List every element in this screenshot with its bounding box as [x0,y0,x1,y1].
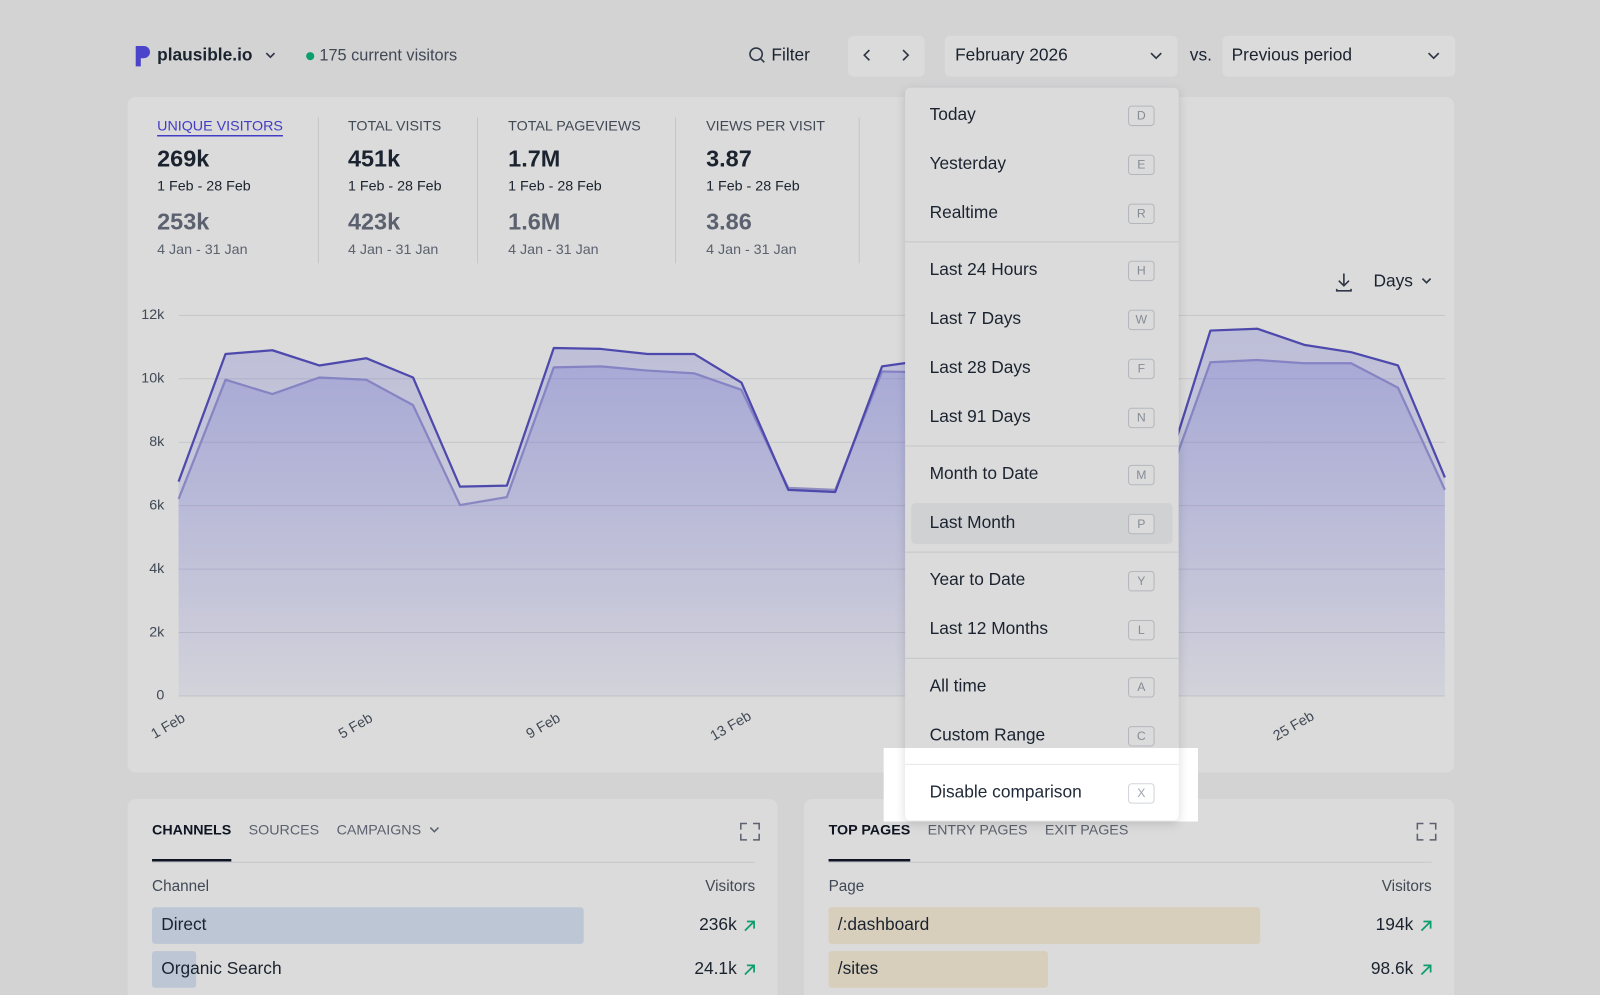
menu-item[interactable]: Disable comparison [930,781,1082,801]
key-hint: X [1137,786,1145,800]
